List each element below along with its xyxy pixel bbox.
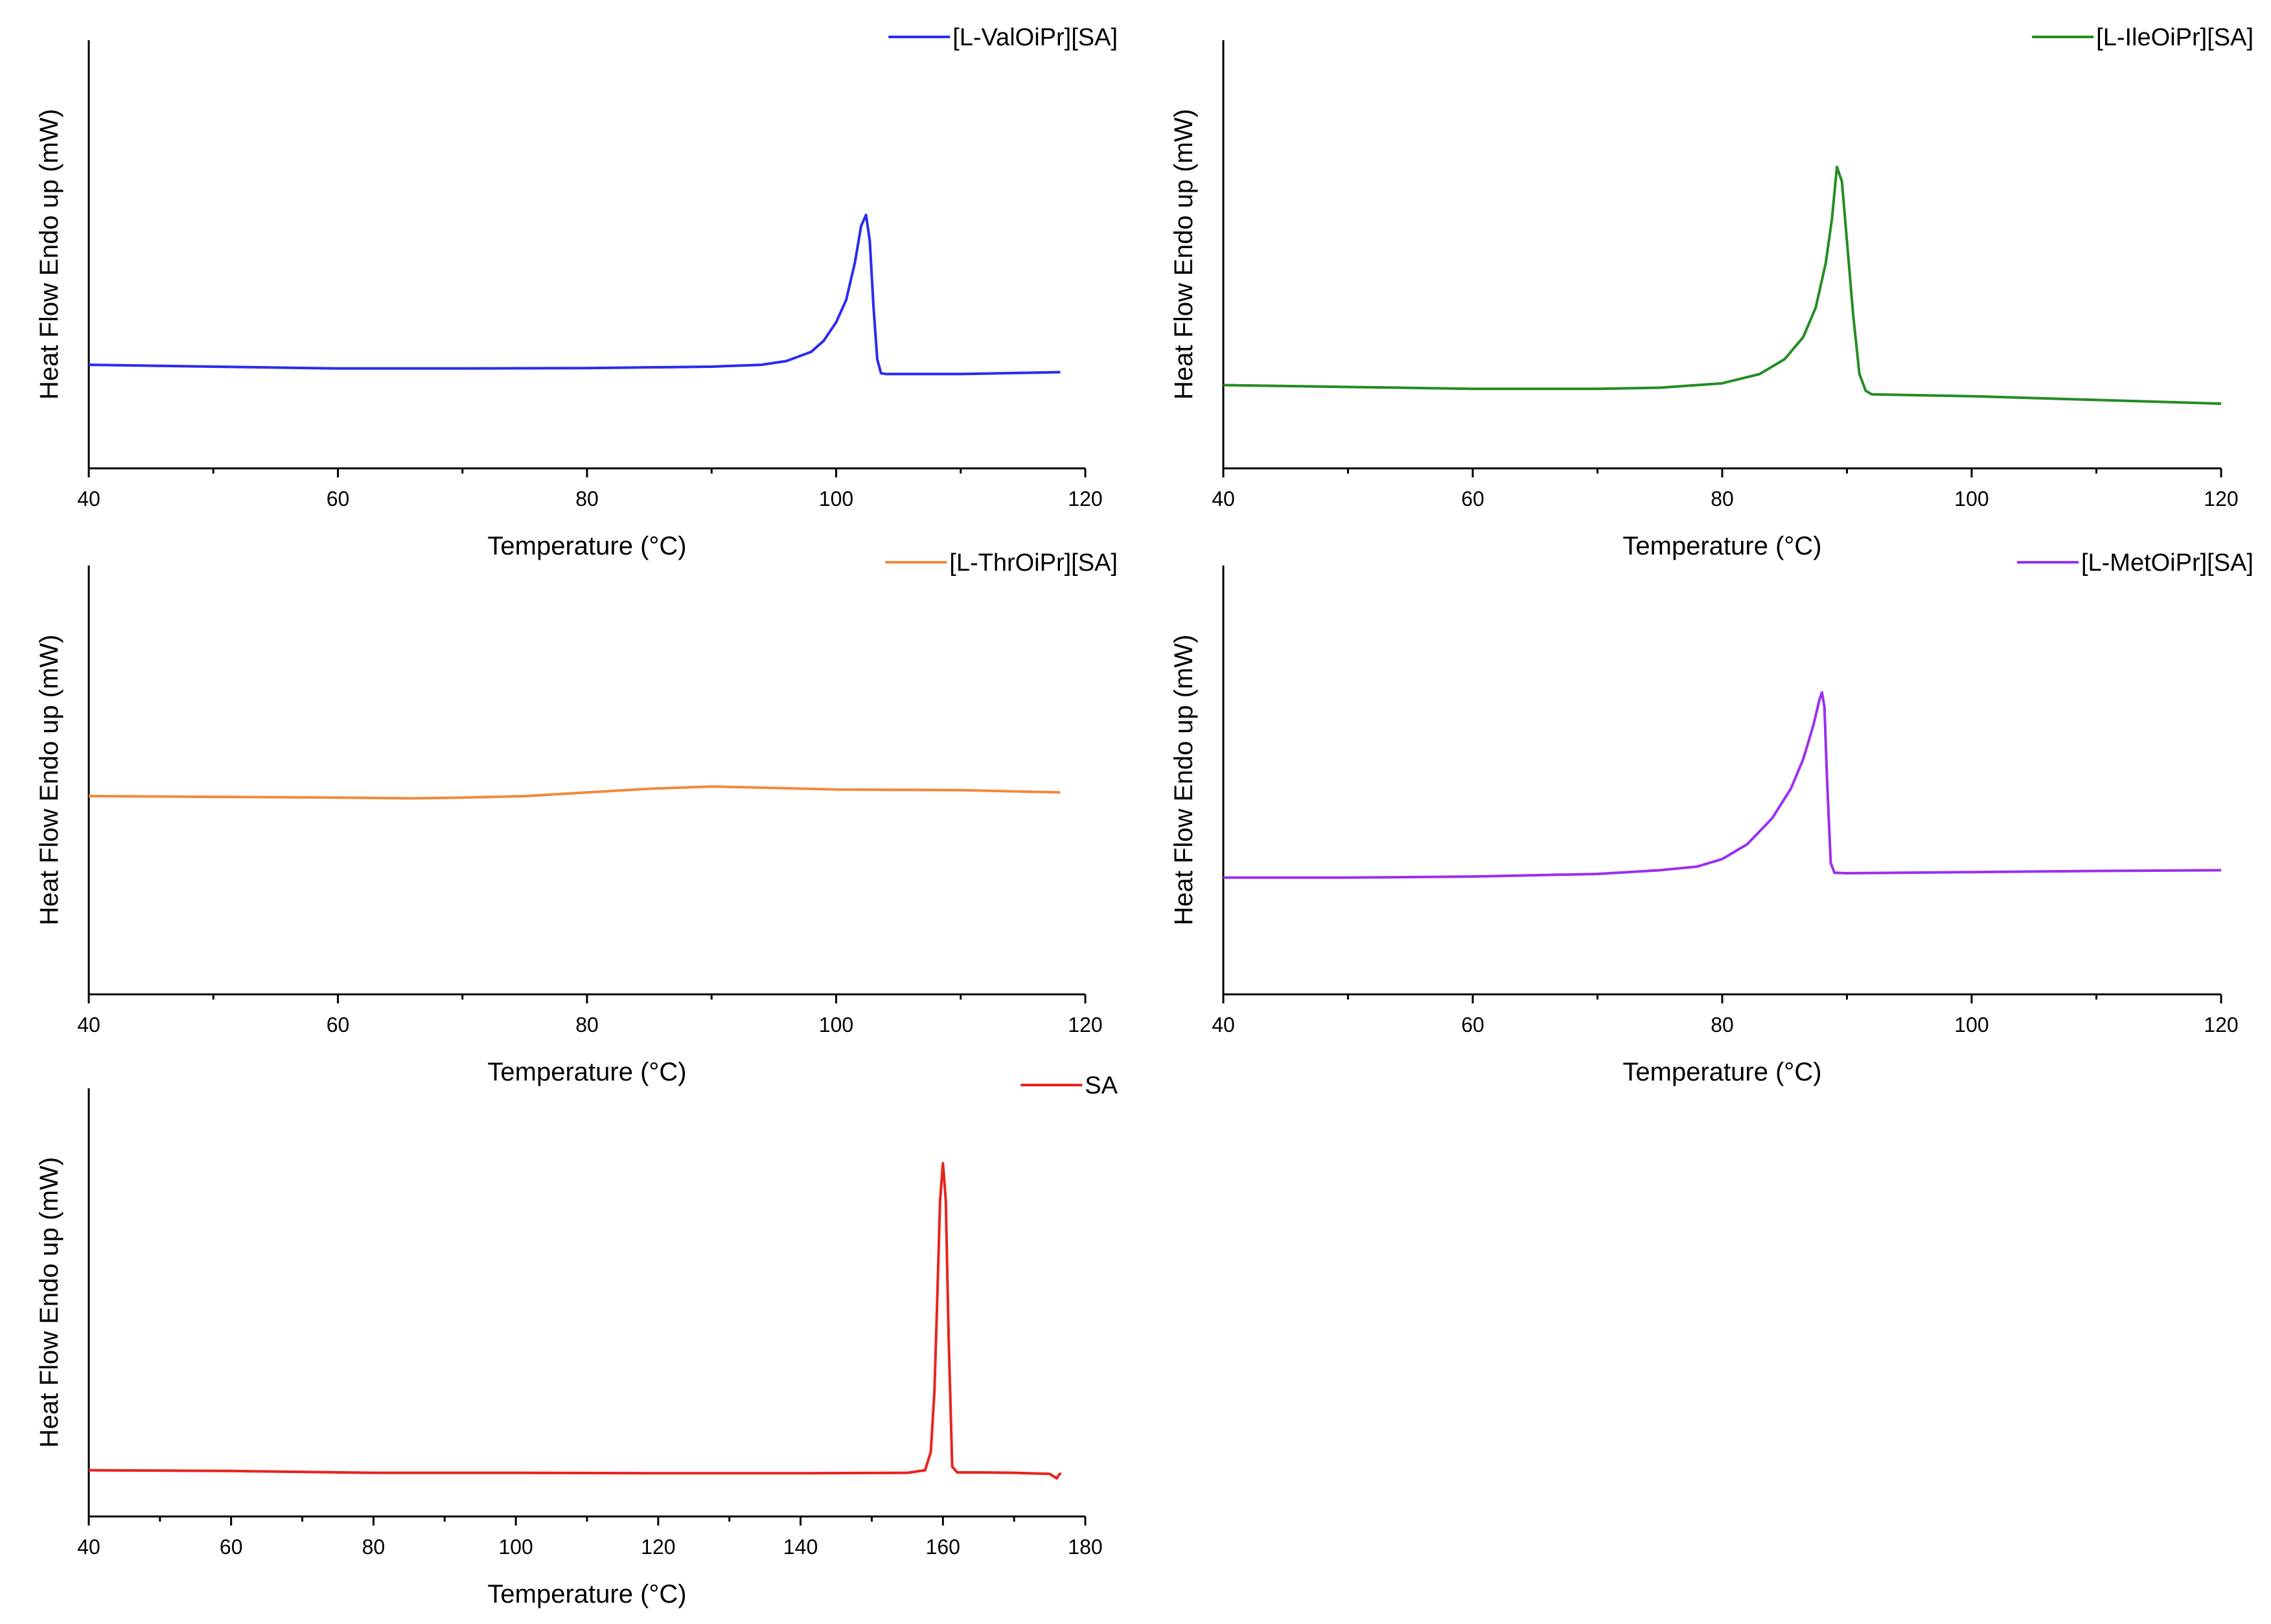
x-tick-label: 40	[77, 1535, 100, 1559]
x-tick-label: 60	[1461, 487, 1484, 510]
x-tick-label: 80	[1711, 487, 1734, 510]
x-tick-label: 80	[362, 1535, 386, 1559]
legend-label: [L-MetOiPr][SA]	[2081, 549, 2254, 577]
series-line-4	[1223, 691, 2222, 879]
x-tick-label: 80	[1711, 1013, 1734, 1036]
x-axis-title: Temperature (°C)	[1622, 1058, 1821, 1086]
x-tick-label: 120	[641, 1535, 675, 1559]
x-tick-label: 140	[783, 1535, 818, 1559]
x-tick-label: 60	[1461, 1013, 1484, 1036]
x-tick-label: 120	[2204, 1013, 2238, 1036]
y-axis-title: Heat Flow Endo up (mW)	[1170, 634, 1198, 925]
x-tick-label: 40	[77, 1013, 100, 1036]
x-tick-label: 60	[327, 487, 350, 510]
x-tick-label: 100	[819, 487, 853, 510]
x-tick-label: 40	[1212, 487, 1235, 510]
chart-panel-2: 40 60 80 100 120 Temperature (°C) Heat Flow En…	[1170, 24, 2254, 560]
x-tick-label: 40	[77, 487, 100, 510]
x-tick-label: 100	[1954, 1013, 1989, 1036]
series-line-2	[1223, 165, 2222, 406]
x-tick-label: 100	[819, 1013, 853, 1036]
x-tick-label: 60	[220, 1535, 243, 1559]
x-tick-label: 60	[327, 1013, 350, 1036]
x-axis-title: Temperature (°C)	[1622, 532, 1821, 560]
x-axis-title: Temperature (°C)	[487, 532, 686, 560]
chart-panel-4: 40 60 80 100 120 Temperature (°C) Heat Flow En…	[1170, 549, 2254, 1086]
y-axis-title: Heat Flow Endo up (mW)	[35, 109, 63, 400]
x-tick-label: 160	[926, 1535, 960, 1559]
x-tick-label: 180	[1068, 1535, 1102, 1559]
legend-label: [L-ValOiPr][SA]	[952, 24, 1118, 51]
legend-label: SA	[1085, 1072, 1118, 1099]
legend-label: [L-IleOiPr][SA]	[2096, 24, 2254, 51]
y-axis-title: Heat Flow Endo up (mW)	[35, 634, 63, 925]
chart-panel-3: 40 60 80 100 120 Temperature (°C) Heat Flow En…	[35, 549, 1118, 1086]
chart-panel-1: 40 60 80 100 120 Temperature (°C) Heat Flow En…	[35, 24, 1118, 560]
x-tick-label: 100	[1954, 487, 1989, 510]
x-tick-label: 120	[2204, 487, 2238, 510]
x-tick-label: 80	[575, 1013, 599, 1036]
x-tick-label: 40	[1212, 1013, 1235, 1036]
x-tick-label: 120	[1068, 1013, 1102, 1036]
x-axis-title: Temperature (°C)	[487, 1580, 686, 1608]
x-tick-label: 80	[575, 487, 599, 510]
series-line-5	[88, 1161, 1062, 1480]
x-axis-title: Temperature (°C)	[487, 1058, 686, 1086]
legend-label: [L-ThrOiPr][SA]	[949, 549, 1118, 577]
x-tick-label: 100	[498, 1535, 533, 1559]
chart-panel-5: 40 60 80 100 120 140 160 180 Temperature (°C) Hea…	[35, 1072, 1118, 1608]
x-tick-label: 120	[1068, 487, 1102, 510]
series-line-3	[88, 785, 1061, 800]
y-axis-title: Heat Flow Endo up (mW)	[35, 1157, 63, 1448]
series-line-1	[88, 213, 1061, 376]
y-axis-title: Heat Flow Endo up (mW)	[1170, 109, 1198, 400]
